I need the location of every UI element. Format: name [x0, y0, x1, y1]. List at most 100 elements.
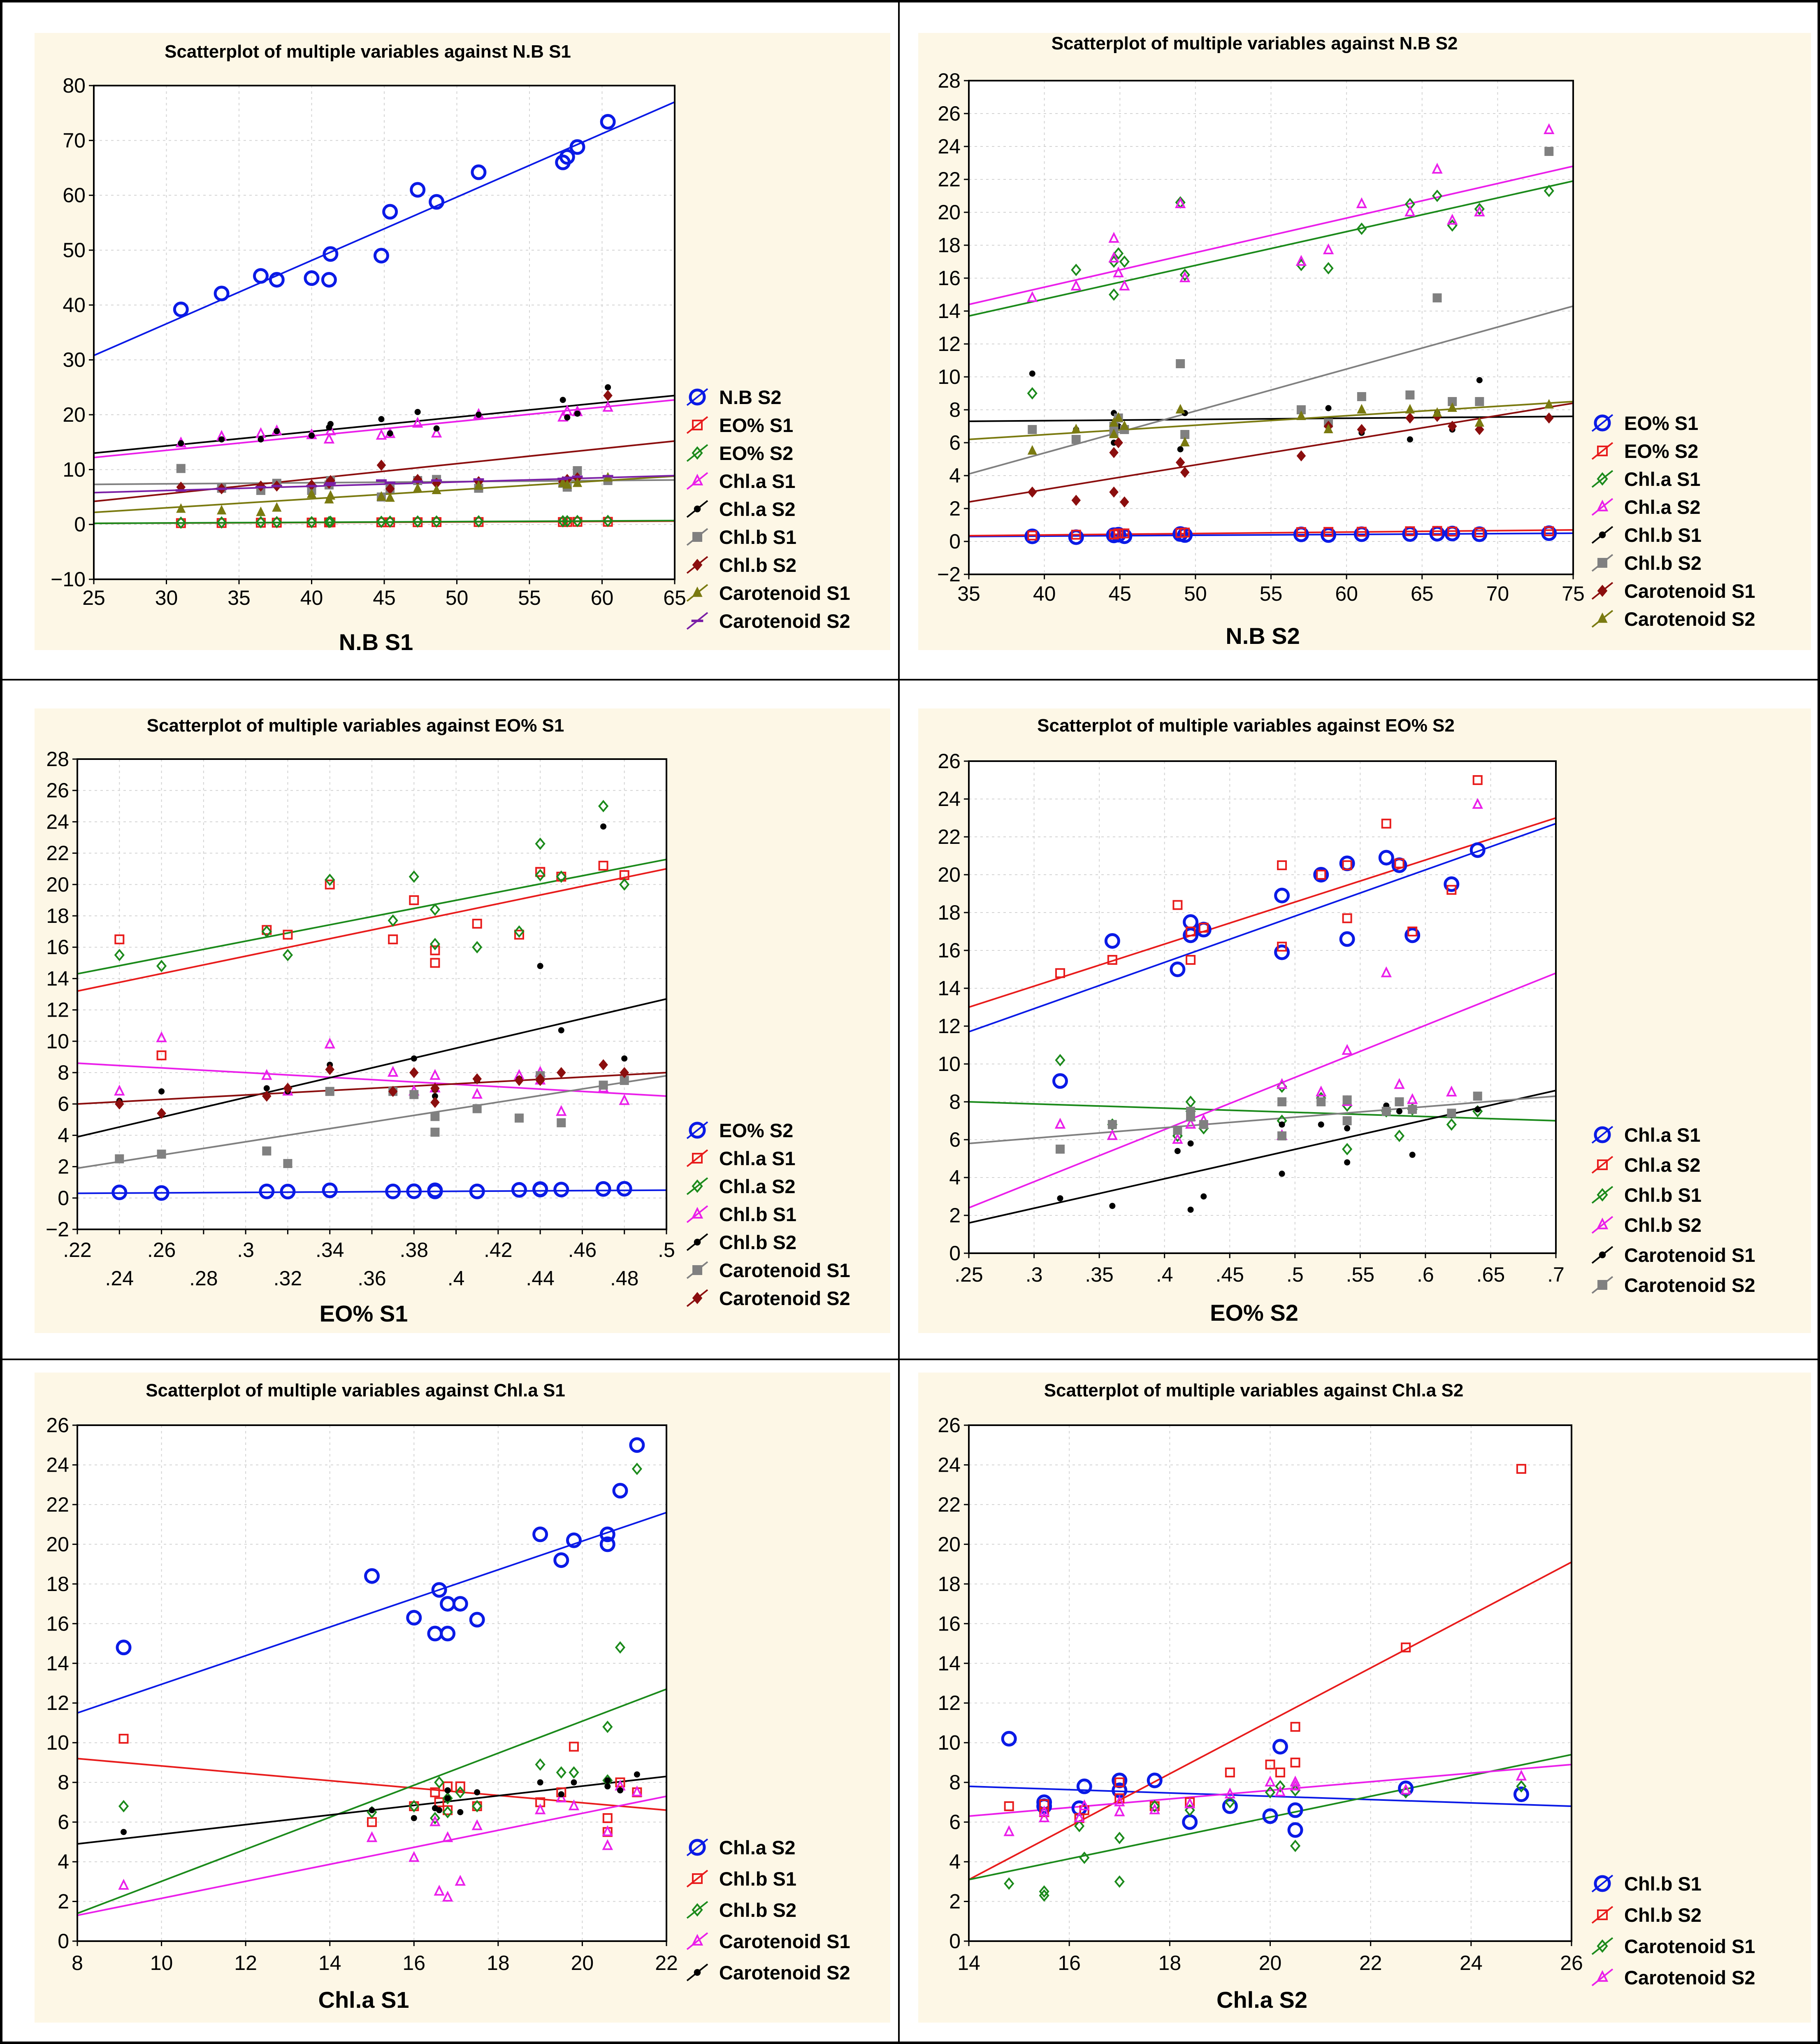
- data-point: [471, 1087, 483, 1099]
- legend-marker: [691, 474, 703, 485]
- legend-label: Chl.b S2: [1624, 1214, 1702, 1236]
- data-point: [634, 1771, 640, 1778]
- legend-label: Chl.a S2: [719, 1175, 795, 1197]
- data-point: [1027, 387, 1038, 400]
- data-point: [537, 1779, 543, 1786]
- legend-marker: [1596, 1970, 1609, 1982]
- data-point: [1074, 1811, 1085, 1822]
- data-point: [1446, 885, 1457, 895]
- data-point: [1174, 1148, 1181, 1154]
- y-tick-label: 28: [46, 748, 69, 771]
- data-point: [1224, 1787, 1236, 1799]
- data-point: [532, 1181, 548, 1197]
- data-point: [1356, 527, 1367, 537]
- data-point: [1107, 955, 1117, 965]
- data-point: [1544, 123, 1555, 134]
- y-tick-label: 0: [949, 1930, 961, 1953]
- data-point: [1179, 271, 1191, 282]
- data-point: [1404, 927, 1421, 943]
- data-point: [1356, 197, 1367, 208]
- data-point: [306, 488, 317, 498]
- x-tick-label: 18: [487, 1951, 510, 1974]
- fit-line: [968, 822, 1556, 1033]
- chart-title: Scatterplot of multiple variables agains…: [1044, 1380, 1464, 1401]
- x-axis-label: N.B S2: [1226, 623, 1300, 649]
- y-tick-label: 16: [938, 267, 961, 290]
- y-tick-label: 18: [46, 1572, 69, 1596]
- data-point: [556, 1791, 567, 1802]
- data-point: [1296, 410, 1306, 420]
- data-point: [1447, 527, 1458, 537]
- y-tick-label: 8: [58, 1771, 69, 1794]
- x-tick-label: .26: [147, 1238, 176, 1261]
- data-point: [1432, 407, 1442, 417]
- data-point: [1432, 526, 1442, 536]
- data-point: [1109, 428, 1119, 438]
- legend-marker: [1597, 472, 1608, 486]
- data-point: [556, 1766, 566, 1779]
- legend-label: EO% S2: [719, 1120, 793, 1141]
- data-point: [1113, 266, 1124, 277]
- legend-label: Chl.a S1: [719, 1147, 795, 1169]
- legend-marker: [1597, 1939, 1608, 1953]
- data-point: [1395, 1097, 1404, 1106]
- fit-line: [77, 1072, 667, 1105]
- x-tick-label: 10: [150, 1951, 173, 1974]
- legend-label: Chl.b S1: [719, 1868, 796, 1890]
- data-point: [1432, 293, 1442, 302]
- data-point: [304, 270, 320, 286]
- legend-line: [686, 1838, 708, 1856]
- data-point: [1119, 496, 1129, 508]
- data-point: [572, 515, 583, 527]
- x-tick-label: 35: [957, 582, 980, 605]
- y-tick-label: 12: [938, 1015, 961, 1038]
- legend-label: Carotenoid S1: [719, 1930, 850, 1952]
- data-point: [327, 421, 334, 427]
- data-point: [1074, 1820, 1085, 1833]
- data-point: [1071, 435, 1081, 444]
- data-point: [1004, 1801, 1014, 1812]
- x-tick-label: 40: [300, 586, 323, 609]
- y-tick-label: 18: [938, 901, 961, 924]
- data-point: [1199, 1120, 1208, 1129]
- x-tick-label: .34: [316, 1238, 344, 1261]
- x-tick-label: 12: [234, 1951, 257, 1974]
- data-point: [114, 934, 125, 945]
- legend-label: Chl.b S1: [1624, 524, 1702, 546]
- data-point: [1186, 955, 1196, 965]
- data-point: [373, 248, 389, 264]
- x-tick-label: 22: [1359, 1951, 1382, 1974]
- data-point: [1447, 420, 1457, 432]
- y-tick-label: 2: [949, 1204, 961, 1227]
- x-tick-label: .4: [1156, 1263, 1173, 1286]
- y-tick-label: 10: [63, 458, 86, 481]
- legend-marker: [1597, 612, 1608, 623]
- data-point: [1119, 279, 1130, 290]
- data-point: [322, 1182, 338, 1199]
- legend-label: Chl.b S1: [719, 1203, 796, 1225]
- data-point: [1001, 1731, 1017, 1747]
- legend-marker: [1597, 1909, 1608, 1920]
- y-tick-label: 22: [46, 842, 69, 865]
- data-point: [1544, 147, 1554, 156]
- data-point: [1114, 1805, 1125, 1816]
- data-point: [1544, 412, 1554, 424]
- data-point: [1357, 404, 1367, 413]
- data-point: [553, 1552, 569, 1568]
- x-tick-label: .44: [526, 1267, 555, 1290]
- fit-line: [93, 395, 675, 454]
- data-point: [1109, 447, 1119, 458]
- data-point: [376, 491, 386, 501]
- data-point: [436, 1807, 443, 1814]
- y-tick-label: −10: [51, 568, 86, 591]
- x-tick-label: .5: [658, 1238, 675, 1261]
- fit-line: [968, 180, 1574, 317]
- data-point: [564, 414, 571, 421]
- legend-marker: [692, 1292, 703, 1304]
- plot-area: [969, 81, 1573, 574]
- legend: Chl.a S2 Chl.b S1 Chl.b S2 Carotenoid S1 Car…: [686, 1837, 850, 1984]
- data-point: [1184, 1804, 1195, 1816]
- data-point: [1180, 467, 1190, 478]
- data-point: [121, 1829, 127, 1835]
